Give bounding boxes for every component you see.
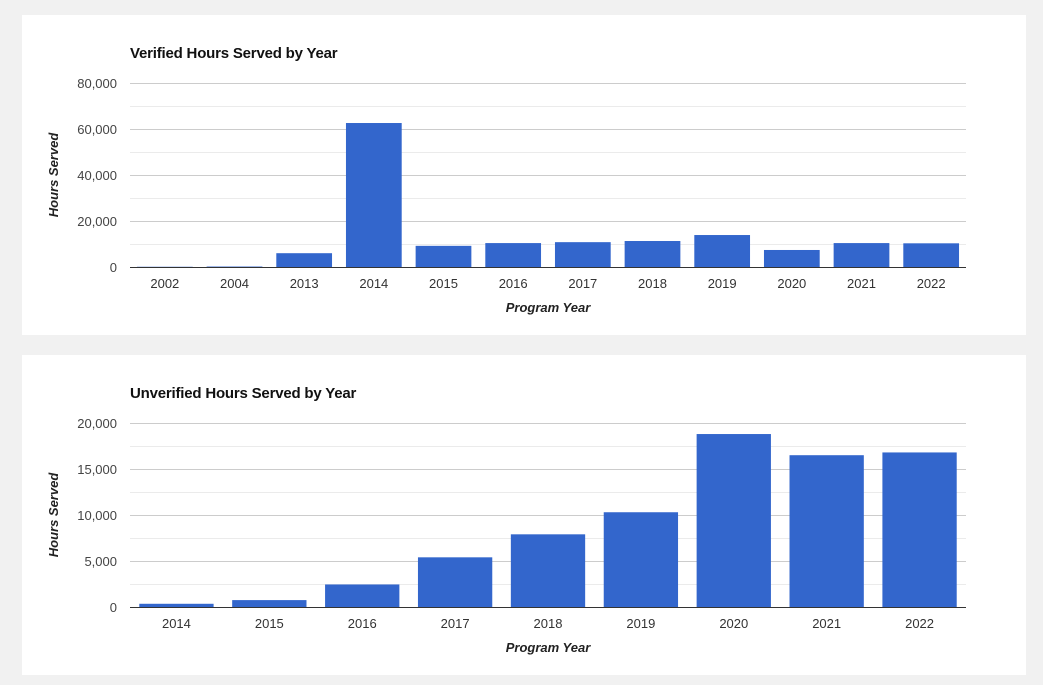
- bar[interactable]: [696, 434, 771, 607]
- bar[interactable]: [139, 603, 214, 607]
- y-tick-label: 10,000: [77, 508, 117, 523]
- x-axis-title: Program Year: [506, 640, 591, 655]
- bar[interactable]: [415, 245, 472, 267]
- bar[interactable]: [232, 600, 307, 607]
- x-tick-label: 2004: [220, 276, 249, 291]
- x-axis-title: Program Year: [506, 300, 591, 315]
- x-tick-label: 2017: [441, 616, 470, 631]
- x-tick-label: 2016: [348, 616, 377, 631]
- bar[interactable]: [510, 534, 586, 607]
- x-tick-label: 2016: [499, 276, 528, 291]
- x-tick-label: 2018: [534, 616, 563, 631]
- bar[interactable]: [789, 455, 864, 607]
- plot-area: 0 5,000 10,000 15,000 20,000 2014 2015 2016 2017…: [77, 416, 966, 631]
- x-tick-label: 2020: [719, 616, 748, 631]
- x-tick-label: 2019: [708, 276, 737, 291]
- x-tick-label: 2022: [917, 276, 946, 291]
- x-tick-label: 2021: [812, 616, 841, 631]
- unverified-hours-chart-card: Unverified Hours Served by Year Program …: [22, 355, 1026, 675]
- bar[interactable]: [763, 249, 820, 267]
- x-tick-label: 2002: [150, 276, 179, 291]
- y-tick-label: 80,000: [77, 76, 117, 91]
- x-tick-label: 2021: [847, 276, 876, 291]
- y-tick-label: 60,000: [77, 122, 117, 137]
- bar[interactable]: [554, 242, 611, 267]
- bar[interactable]: [903, 243, 960, 267]
- verified-hours-chart: Verified Hours Served by Year Program Ye…: [46, 45, 966, 315]
- verified-hours-chart-card: Verified Hours Served by Year Program Ye…: [22, 15, 1026, 335]
- x-tick-label: 2019: [626, 616, 655, 631]
- bar[interactable]: [417, 557, 493, 607]
- bar[interactable]: [603, 512, 679, 607]
- x-tick-label: 2015: [429, 276, 458, 291]
- bar[interactable]: [345, 123, 402, 268]
- x-tick-label: 2020: [777, 276, 806, 291]
- x-tick-label: 2017: [568, 276, 597, 291]
- y-tick-label: 20,000: [77, 416, 117, 431]
- chart-title: Unverified Hours Served by Year: [130, 385, 356, 402]
- x-tick-label: 2015: [255, 616, 284, 631]
- bar[interactable]: [833, 243, 890, 267]
- bar[interactable]: [325, 584, 400, 607]
- y-axis-title: Hours Served: [46, 132, 61, 218]
- bar[interactable]: [485, 243, 542, 267]
- y-tick-label: 40,000: [77, 168, 117, 183]
- chart-title: Verified Hours Served by Year: [130, 45, 338, 62]
- y-tick-label: 0: [110, 260, 117, 275]
- y-tick-label: 15,000: [77, 462, 117, 477]
- x-tick-label: 2022: [905, 616, 934, 631]
- unverified-hours-chart: Unverified Hours Served by Year Program …: [46, 385, 966, 655]
- bar[interactable]: [276, 253, 333, 267]
- bar[interactable]: [694, 235, 751, 267]
- x-tick-label: 2013: [290, 276, 319, 291]
- y-tick-label: 20,000: [77, 214, 117, 229]
- y-tick-label: 0: [110, 600, 117, 615]
- x-tick-label: 2018: [638, 276, 667, 291]
- bar[interactable]: [624, 241, 681, 267]
- plot-area: 0 20,000 40,000 60,000 80,000 2002 2004 2013 201…: [77, 76, 966, 291]
- x-tick-label: 2014: [359, 276, 388, 291]
- bar[interactable]: [882, 452, 957, 607]
- x-tick-label: 2014: [162, 616, 191, 631]
- y-axis-title: Hours Served: [46, 472, 61, 558]
- y-tick-label: 5,000: [84, 554, 117, 569]
